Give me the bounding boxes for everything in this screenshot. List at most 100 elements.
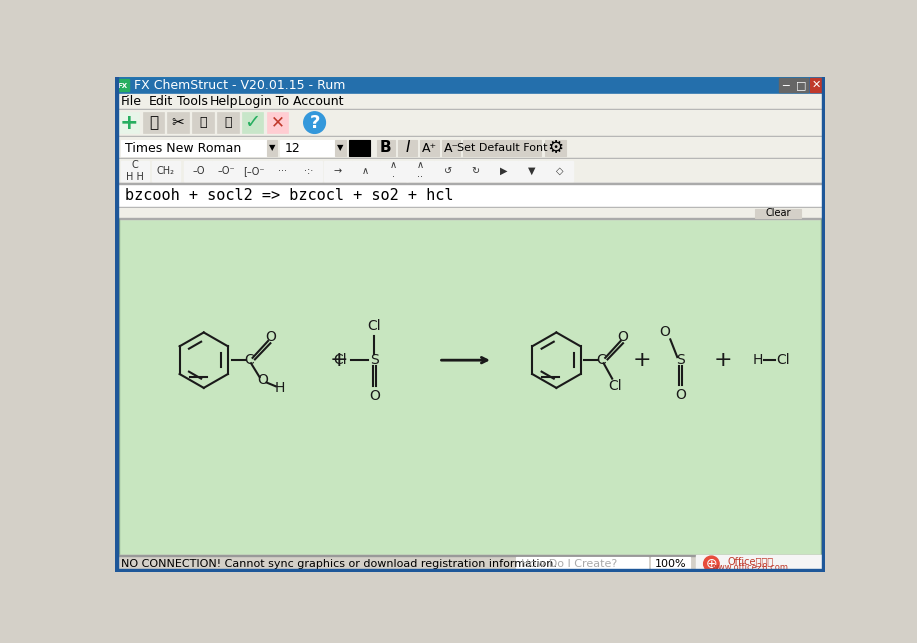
Text: FX: FX: [117, 83, 127, 89]
Bar: [115, 77, 117, 572]
Text: O: O: [617, 330, 628, 344]
Bar: [115, 183, 825, 208]
Text: Office教程网: Office教程网: [727, 556, 773, 566]
Bar: [115, 207, 825, 208]
Bar: [115, 109, 825, 137]
Text: 🖨: 🖨: [149, 115, 158, 130]
Text: ▼: ▼: [528, 166, 536, 176]
Text: ✓: ✓: [245, 113, 260, 132]
Bar: [755, 209, 801, 218]
Text: □: □: [796, 80, 807, 90]
Bar: [115, 218, 825, 219]
Text: Cl: Cl: [334, 353, 347, 367]
Text: Cl: Cl: [368, 320, 381, 333]
Bar: [267, 112, 288, 133]
Text: H: H: [753, 353, 763, 367]
Bar: [217, 112, 238, 133]
Bar: [463, 140, 541, 156]
Text: ↻: ↻: [471, 166, 480, 176]
Text: ▼: ▼: [337, 143, 343, 152]
Bar: [115, 77, 825, 94]
Bar: [281, 140, 337, 156]
Text: C: C: [244, 353, 254, 367]
Bar: [406, 161, 434, 181]
Bar: [242, 112, 263, 133]
Bar: [822, 219, 825, 556]
Bar: [152, 161, 180, 181]
Text: Set Default Font: Set Default Font: [457, 143, 547, 153]
Text: O: O: [265, 330, 276, 344]
Bar: [115, 556, 825, 572]
Text: How Do I Create?: How Do I Create?: [521, 559, 617, 569]
Text: ·:·: ·:·: [304, 166, 313, 176]
Text: ?: ?: [309, 114, 320, 132]
Text: +: +: [633, 350, 651, 370]
Text: +: +: [713, 350, 733, 370]
Text: C
H H: C H H: [126, 160, 144, 182]
Bar: [398, 140, 417, 156]
Text: S: S: [676, 353, 685, 367]
Text: ∧: ∧: [362, 166, 370, 176]
Bar: [115, 208, 825, 219]
Text: –O: –O: [192, 166, 204, 176]
Text: I: I: [405, 141, 410, 156]
Bar: [442, 140, 460, 156]
Bar: [115, 219, 118, 556]
Bar: [184, 161, 212, 181]
Text: ↺: ↺: [444, 166, 452, 176]
Bar: [823, 77, 825, 572]
Bar: [335, 140, 346, 156]
Text: File: File: [121, 95, 142, 108]
Bar: [348, 140, 370, 156]
Bar: [267, 140, 277, 156]
Bar: [490, 161, 517, 181]
Text: bzcooh + socl2 => bzcocl + so2 + hcl: bzcooh + socl2 => bzcocl + so2 + hcl: [126, 188, 454, 203]
Bar: [794, 78, 808, 92]
Bar: [696, 556, 825, 572]
Bar: [324, 161, 352, 181]
Text: NO CONNECTION! Cannot sync graphics or download registration information.: NO CONNECTION! Cannot sync graphics or d…: [121, 559, 557, 569]
Text: ✕: ✕: [271, 114, 284, 132]
Text: 100%: 100%: [655, 559, 686, 569]
Bar: [240, 161, 268, 181]
Text: 📋: 📋: [199, 116, 206, 129]
Text: Help: Help: [210, 95, 238, 108]
Bar: [352, 161, 380, 181]
Text: Cl: Cl: [609, 379, 622, 393]
Text: ∧
·: ∧ ·: [390, 160, 397, 182]
Bar: [115, 77, 825, 94]
Text: Tools: Tools: [177, 95, 207, 108]
Bar: [212, 161, 240, 181]
Text: ···: ···: [278, 166, 286, 176]
Text: Login To Account: Login To Account: [238, 95, 343, 108]
Bar: [420, 140, 438, 156]
Text: →: →: [334, 166, 342, 176]
Text: O: O: [257, 373, 268, 387]
Bar: [167, 112, 189, 133]
Bar: [779, 78, 793, 92]
Text: 12: 12: [285, 141, 301, 154]
Text: ⚙: ⚙: [547, 139, 564, 157]
Bar: [517, 161, 546, 181]
Text: 📄: 📄: [224, 116, 231, 129]
Text: +: +: [330, 350, 348, 370]
Text: O: O: [675, 388, 686, 402]
Text: [–O⁻: [–O⁻: [243, 166, 265, 176]
Circle shape: [703, 556, 719, 572]
Text: O: O: [659, 325, 670, 339]
Bar: [116, 78, 128, 91]
Text: C: C: [596, 353, 606, 367]
Text: +: +: [119, 113, 138, 132]
Text: ▼: ▼: [269, 143, 275, 152]
Bar: [462, 161, 490, 181]
Text: ◇: ◇: [556, 166, 563, 176]
Text: –O⁻: –O⁻: [217, 166, 235, 176]
Bar: [294, 161, 322, 181]
Bar: [115, 219, 825, 556]
Bar: [121, 140, 268, 156]
Text: ▶: ▶: [500, 166, 507, 176]
Bar: [193, 112, 214, 133]
Text: A⁻: A⁻: [444, 141, 458, 154]
Bar: [377, 140, 395, 156]
Text: Edit: Edit: [149, 95, 173, 108]
